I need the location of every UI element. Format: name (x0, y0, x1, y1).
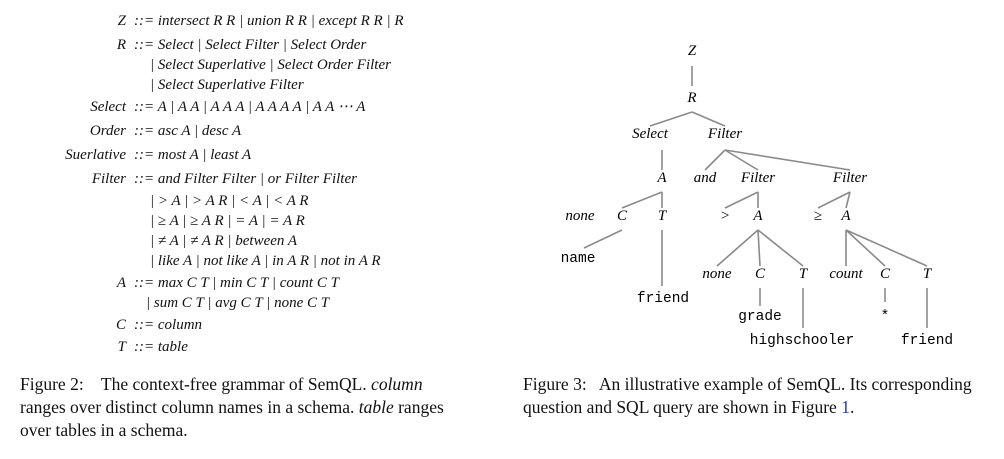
grammar-rhs: ::= most A | least A (134, 147, 252, 163)
grammar-lhs: Suerlative (65, 147, 126, 163)
tree-node-a2: A (840, 208, 851, 224)
tree-edge (724, 191, 759, 209)
grammar-rhs: ::= asc A | desc A (134, 123, 242, 139)
grammar-lhs: Order (89, 123, 126, 139)
tree-node-friend0: friend (637, 291, 689, 307)
tree-edge (691, 111, 726, 127)
figure-1-link[interactable]: 1 (841, 397, 850, 417)
tree-node-none0: none (565, 208, 595, 224)
grammar-rhs: | Select Superlative Filter (150, 77, 304, 93)
tree-edge (845, 229, 928, 267)
tree-node-r: R (686, 90, 696, 106)
tree-node-t0: T (658, 208, 668, 224)
tree-edge (724, 149, 851, 171)
tree-edge (621, 191, 663, 209)
semql-grammar: Z::= intersect R R | union R R | except … (0, 0, 500, 360)
figure-2-column-word: column (371, 374, 423, 394)
grammar-rhs: ::= A | A A | A A A | A A A A | A A ⋯ A (134, 99, 366, 115)
grammar-lhs: Filter (91, 171, 126, 187)
grammar-lhs: A (116, 275, 126, 291)
figure-3-caption: Figure 3: An illustrative example of Sem… (523, 373, 973, 419)
figure-3-end: . (849, 397, 855, 417)
figure-2-label: Figure 2: (20, 374, 84, 394)
tree-node-c2: C (880, 266, 891, 282)
tree-node-grade: grade (738, 309, 782, 325)
grammar-lhs: Z (117, 13, 126, 29)
tree-node-star: * (881, 309, 890, 325)
grammar-rhs: | like A | not like A | in A R | not in … (150, 253, 381, 269)
grammar-rhs: ::= max C T | min C T | count C T (134, 275, 339, 291)
grammar-lhs: Select (90, 99, 126, 115)
semql-tree-svg: Z R Select Filter A and Filter Filter none C T > A ≥ A… (561, 43, 954, 349)
tree-node-t1: T (799, 266, 809, 282)
tree-node-highschooler: highschooler (750, 333, 854, 349)
tree-edge (583, 229, 623, 249)
tree-edge (716, 229, 759, 267)
grammar-rhs: ::= and Filter Filter | or Filter Filter (134, 171, 357, 187)
grammar-lhs: T (117, 339, 126, 355)
tree-node-filter0: Filter (707, 126, 742, 142)
figure-2-text: The context-free grammar of SemQL. (100, 374, 367, 394)
tree-edge (845, 229, 886, 267)
tree-node-t2: T (923, 266, 933, 282)
grammar-rhs: ::= column (134, 317, 203, 333)
figure-3-text: An illustrative example of SemQL. Its co… (523, 374, 972, 417)
grammar-lhs: R (116, 37, 126, 53)
tree-node-z: Z (688, 43, 697, 59)
tree-node-and: and (694, 170, 717, 186)
tree-edge (649, 111, 693, 127)
grammar-rhs: | ≠ A | ≠ A R | between A (150, 233, 298, 249)
tree-edge (845, 191, 851, 209)
tree-edge (704, 149, 726, 171)
tree-node-name: name (561, 251, 596, 267)
tree-node-gt: > (720, 208, 730, 224)
grammar-rhs: | Select Superlative | Select Order Filt… (150, 57, 391, 73)
grammar-rhs: ::= intersect R R | union R R | except R… (134, 13, 404, 29)
tree-node-none1: none (702, 266, 732, 282)
tree-node-count: count (829, 266, 863, 282)
tree-edge (757, 229, 804, 267)
grammar-rhs: | > A | > A R | < A | < A R (150, 193, 309, 209)
tree-node-filter2: Filter (832, 170, 867, 186)
tree-node-friend1: friend (901, 333, 953, 349)
tree-node-filter1: Filter (740, 170, 775, 186)
grammar-rhs: | ≥ A | ≥ A R | = A | = A R (150, 213, 305, 229)
grammar-rhs: | sum C T | avg C T | none C T (146, 295, 330, 311)
tree-edge (757, 229, 761, 267)
figure-2-text2: ranges over distinct column names in a s… (20, 397, 355, 417)
figure-2-caption: Figure 2: The context-free grammar of Se… (20, 373, 460, 442)
tree-node-a1: A (752, 208, 763, 224)
tree-node-select: Select (632, 126, 669, 142)
tree-node-a0: A (656, 170, 667, 186)
figure-3-label: Figure 3: (523, 374, 587, 394)
tree-edge (817, 191, 851, 209)
tree-node-c0: C (617, 208, 628, 224)
tree-node-c1: C (755, 266, 766, 282)
grammar-lhs: C (115, 317, 126, 333)
figure-2-text3: ranges over tables in a schema. (20, 397, 444, 440)
tree-node-ge: ≥ (814, 208, 822, 224)
tree-edge (724, 149, 759, 171)
grammar-rhs: ::= table (134, 339, 188, 355)
grammar-rhs: ::= Select | Select Filter | Select Orde… (134, 37, 367, 53)
figure-2-table-word: table (358, 397, 394, 417)
